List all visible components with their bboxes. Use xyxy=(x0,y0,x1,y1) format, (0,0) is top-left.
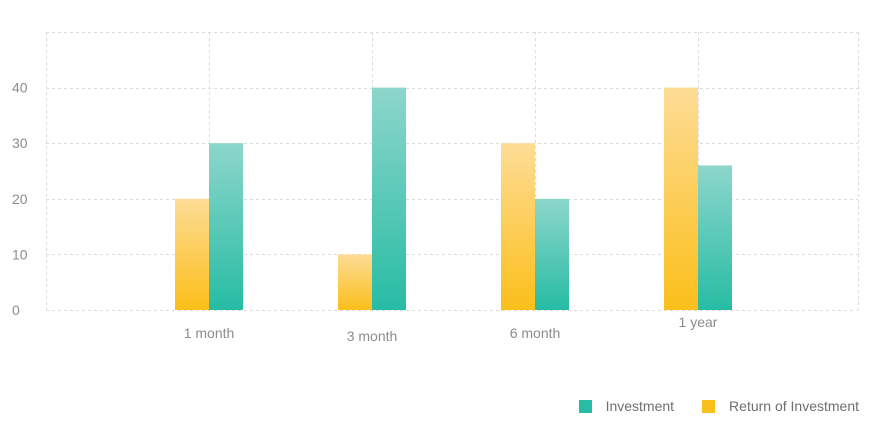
bar-investment-6-month[interactable] xyxy=(535,198,569,310)
y-tick-label: 40 xyxy=(12,80,28,96)
y-tick-label: 30 xyxy=(12,135,28,151)
bar-investment-3-month[interactable] xyxy=(372,87,406,310)
legend-swatch-investment xyxy=(578,399,592,413)
bar-investment-1-month[interactable] xyxy=(209,143,243,310)
bar-return-of-investment-3-month[interactable] xyxy=(338,254,372,310)
legend-item-investment[interactable]: Investment xyxy=(578,398,675,414)
x-tick-label: 1 month xyxy=(184,325,235,341)
y-tick-label: 0 xyxy=(12,302,20,318)
legend: Investment Return of Investment xyxy=(578,398,859,414)
x-tick-label: 1 year xyxy=(679,314,718,330)
x-tick-label: 3 month xyxy=(347,328,398,344)
bar-return-of-investment-1-month[interactable] xyxy=(175,198,209,310)
bar-investment-1-year[interactable] xyxy=(698,165,732,310)
legend-item-return-of-investment[interactable]: Return of Investment xyxy=(702,398,859,414)
y-tick-label: 10 xyxy=(12,246,28,262)
x-tick-label: 6 month xyxy=(510,325,561,341)
x-axis: 1 month 3 month 6 month 1 year xyxy=(184,314,718,344)
legend-swatch-return-of-investment xyxy=(702,399,716,413)
legend-label-investment: Investment xyxy=(605,398,675,414)
legend-label-return-of-investment: Return of Investment xyxy=(729,398,859,414)
grid xyxy=(46,32,859,311)
y-axis: 0 10 20 30 40 xyxy=(12,80,28,318)
y-tick-label: 20 xyxy=(12,191,28,207)
bar-return-of-investment-1-year[interactable] xyxy=(664,87,698,310)
bar-return-of-investment-6-month[interactable] xyxy=(501,143,535,310)
bars xyxy=(175,87,732,310)
